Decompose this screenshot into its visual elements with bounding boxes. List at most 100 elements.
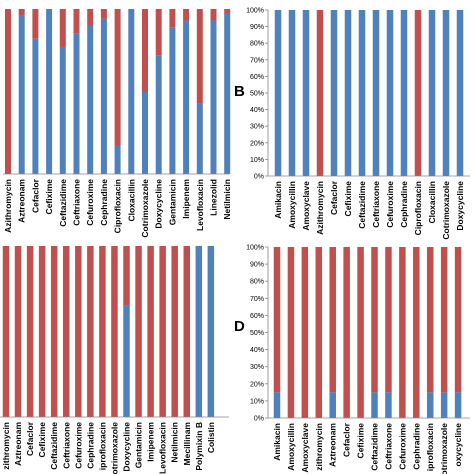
panel-c-category-label: Cephradine xyxy=(85,422,95,469)
panel-c: zithromycin Aztreonam Cefaclor Cefixime Ceft… xyxy=(0,246,229,474)
panel-d-bar-segment xyxy=(426,247,434,393)
panel-b-category-label: Ciprofloxacin xyxy=(413,181,423,235)
panel-c-category-label: Imipenem xyxy=(146,422,156,462)
panel-b-bar-segment xyxy=(316,10,324,176)
panel-c-category-label: Gentamicin xyxy=(134,422,144,468)
panel-d-bar-segment xyxy=(329,247,336,393)
panel-b-category-label: Ceftriaxone xyxy=(371,181,381,228)
panel-d-category-label: Ceftazidime xyxy=(370,423,380,471)
panel-b-bar-segment xyxy=(414,10,422,176)
panel-d-bar-segment xyxy=(426,392,434,418)
panel-c-category-label: zithromycin xyxy=(1,422,11,470)
panel-c-bar-segment xyxy=(75,246,82,417)
panel-c-bar-segment xyxy=(87,246,94,417)
panel-a-category-label: Cefuroxime xyxy=(85,179,95,226)
panel-b-bar-segment xyxy=(456,10,464,176)
panel-b: B 0% 10% 20% 30% 40% 50% 60% 70% 80% 90% 100% Amik… xyxy=(234,8,470,240)
panel-d-category-label: Amikacin xyxy=(272,423,282,461)
panel-c-category-labels: zithromycin Aztreonam Cefaclor Cefixime Ceft… xyxy=(1,421,216,474)
panel-c-category-label: Ceftazidime xyxy=(49,422,59,470)
panel-a-category-label: Azithromycin xyxy=(3,179,13,233)
panel-a-category-label: Ceftazidime xyxy=(58,179,68,227)
panel-b-ytick-labels: 0% 10% 20% 30% 40% 50% 60% 70% 80% 90% 100% xyxy=(246,8,264,181)
panel-c-bar-segment xyxy=(99,246,106,417)
panel-c-category-label: Cefaclor xyxy=(25,421,35,456)
panel-b-category-label: Cefuroxime xyxy=(385,181,395,228)
panel-c-bar-segment xyxy=(147,246,154,417)
panel-b-ytick-label: 40% xyxy=(250,107,264,114)
panel-d-bar-segment xyxy=(329,392,336,418)
panel-c-bar-segment xyxy=(26,246,34,417)
panel-d-category-labels: Amikacin Amoxycillin Amoxyclave zithromycin… xyxy=(272,422,463,474)
panel-a-bar-segment xyxy=(5,9,11,174)
panel-d-category-label: oxycycline xyxy=(453,423,463,467)
panel-d-category-label: Cefaclor xyxy=(342,422,352,457)
panel-d-bar-segment xyxy=(385,392,392,418)
panel-a-bar-segment xyxy=(155,9,162,56)
panel-b-bar-segment xyxy=(302,10,310,176)
panel-c-category-label: Ceftriaxone xyxy=(61,422,71,469)
panel-a-bars xyxy=(5,9,231,175)
panel-a-bar-segment xyxy=(32,38,39,175)
panel-b-category-label: Amoxyclave xyxy=(301,181,311,231)
panel-d-category-label: Cephradine xyxy=(411,423,421,470)
panel-d-bar-segment xyxy=(357,247,364,418)
panel-b-bar-segment xyxy=(288,10,296,176)
panel-b-ytick-label: 70% xyxy=(250,57,264,64)
panel-a-category-label: Gentamicin xyxy=(167,179,177,225)
panel-c-category-label: Netilmicin xyxy=(170,422,180,463)
panel-a-bar-segment xyxy=(73,33,80,174)
panel-b-category-label: Cefaclor xyxy=(329,180,339,215)
panel-b-bar-segment xyxy=(344,10,352,176)
panel-c-category-label: Cefixime xyxy=(37,422,47,458)
panel-c-bar-segment xyxy=(123,246,130,306)
panel-a-bar-segment xyxy=(59,46,66,175)
panel-a-bar-segment xyxy=(224,13,231,175)
panel-a-bar-segment xyxy=(100,9,107,19)
panel-a-bar-segment xyxy=(210,20,217,174)
panel-a: Azithromycin Aztreonam Cefaclor Cefixime Cef… xyxy=(3,9,232,238)
panel-b-ytick-label: 20% xyxy=(250,140,264,147)
panel-b-ytick-label: 10% xyxy=(250,157,264,164)
panel-d-bar-segment xyxy=(413,247,420,418)
panel-d-bar-segment xyxy=(343,247,350,418)
panel-a-category-label: Cloxacillin xyxy=(126,179,136,222)
panel-a-bar-segment xyxy=(210,9,217,21)
panel-a-bar-segment xyxy=(142,9,148,92)
panel-b-bar-segment xyxy=(358,10,366,176)
panel-d-ytick-label: 10% xyxy=(250,398,264,405)
panel-c-category-label: iprofloxacin xyxy=(97,422,107,470)
panel-a-category-labels: Azithromycin Aztreonam Cefaclor Cefixime Cef… xyxy=(3,178,232,237)
panel-d-bar-segment xyxy=(454,392,462,418)
panel-b-ytick-label: 60% xyxy=(250,74,264,81)
panel-d-ytick-label: 70% xyxy=(250,296,264,303)
panel-a-bar-segment xyxy=(18,15,25,174)
panel-a-bar-segment xyxy=(114,9,121,146)
panel-c-category-label: Polymixin B xyxy=(194,422,204,471)
panel-a-bar-segment xyxy=(196,103,203,174)
panel-c-category-label: Aztreonam xyxy=(13,422,23,466)
panel-d-ytick-label: 100% xyxy=(246,245,264,252)
panel-b-bar-segment xyxy=(274,10,282,176)
panel-b-bar-segment xyxy=(442,10,450,176)
panel-c-bar-segment xyxy=(171,246,178,417)
panel-c-bar-segment xyxy=(111,246,118,417)
panel-d-category-label: Ceftriaxone xyxy=(383,423,393,470)
panel-d-bar-segment xyxy=(454,247,462,393)
panel-a-bar-segment xyxy=(224,9,231,14)
panel-b-category-label: Doxycycline xyxy=(455,181,465,231)
panel-b-bar-segment xyxy=(428,10,436,176)
panel-b-bars xyxy=(274,10,464,176)
panel-b-category-label: Ceftazidime xyxy=(357,181,367,229)
panel-d-category-label: Cefixime xyxy=(356,423,366,459)
panel-c-bar-segment xyxy=(38,246,46,417)
panel-d-bar-segment xyxy=(301,247,309,418)
panel-a-bar-segment xyxy=(114,145,121,174)
panel-a-category-label: Doxycycline xyxy=(154,179,164,229)
panel-d-category-label: otrimoxazole xyxy=(439,423,449,474)
panel-b-axes xyxy=(265,9,470,177)
panel-a-bar-segment xyxy=(196,9,203,104)
panel-b-category-label: Cotrimoxazole xyxy=(441,181,451,240)
panel-b-category-label: Azithromycin xyxy=(315,181,325,235)
